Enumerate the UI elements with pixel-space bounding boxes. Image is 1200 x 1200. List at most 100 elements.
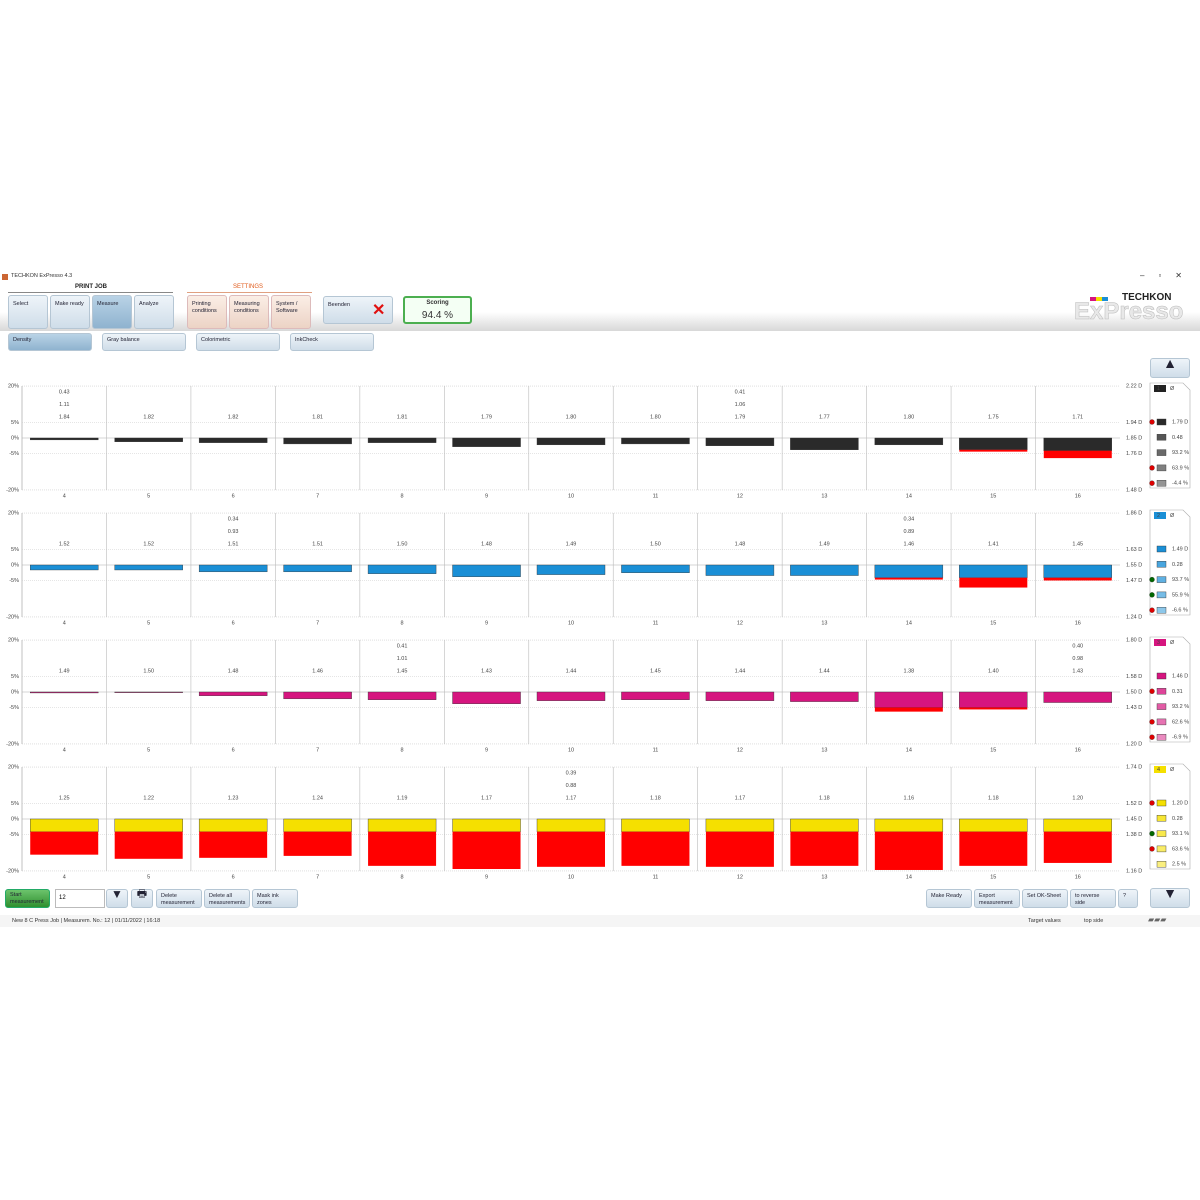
bar xyxy=(114,564,183,571)
bar-excess xyxy=(874,707,943,712)
zone-label: 6 xyxy=(232,620,235,626)
right-tick-label: 2.22 D xyxy=(1126,384,1142,390)
tab[interactable]: Gray balance xyxy=(102,333,186,351)
action-button[interactable]: Delete measurement xyxy=(156,889,202,908)
value-label: 1.48 xyxy=(735,541,746,547)
settings-button[interactable]: System / Software xyxy=(271,295,311,329)
status-dot xyxy=(1149,734,1155,740)
channel-number: 4 xyxy=(1157,767,1160,773)
settings-label: SETTINGS xyxy=(233,284,264,290)
bar-excess xyxy=(114,831,183,859)
bar xyxy=(367,691,437,700)
y-tick-label: 20% xyxy=(8,511,19,517)
dropdown-button[interactable]: ▼ xyxy=(106,888,128,908)
bar xyxy=(1043,564,1112,578)
bar-excess xyxy=(1043,831,1112,863)
toolbar-button[interactable]: Make ready xyxy=(50,295,90,329)
exit-button[interactable]: Beenden xyxy=(323,296,393,324)
value-label: 1.40 xyxy=(988,668,999,674)
scroll-up[interactable]: ▲ xyxy=(1150,356,1190,378)
bar-excess xyxy=(705,831,774,867)
y-tick-label: -20% xyxy=(6,741,19,747)
bar-excess xyxy=(283,831,352,856)
tab[interactable]: Colorimetric xyxy=(196,333,280,351)
bar xyxy=(198,437,268,443)
value-label: 1.11 xyxy=(59,402,69,408)
right-tick-label: 1.24 D xyxy=(1126,614,1142,620)
right-tick-label: 1.48 D xyxy=(1126,487,1142,493)
value-label: 1.24 xyxy=(312,795,323,801)
action-button[interactable]: Make Ready xyxy=(926,889,972,908)
status-dot xyxy=(1149,607,1155,613)
legend-value: 2.5 % xyxy=(1172,862,1186,868)
legend-swatch xyxy=(1156,591,1167,599)
y-tick-label: 20% xyxy=(8,638,19,644)
y-tick-label: -20% xyxy=(6,614,19,620)
zone-label: 12 xyxy=(737,874,743,880)
zone-label: 13 xyxy=(821,493,827,499)
channel-symbol: Ø xyxy=(1170,767,1175,773)
bar xyxy=(452,564,521,577)
bar xyxy=(790,691,859,702)
tab[interactable]: Density xyxy=(8,333,92,351)
bar xyxy=(536,564,606,575)
settings-button[interactable]: Printing conditions xyxy=(187,295,227,329)
bar xyxy=(959,691,1028,708)
action-button[interactable]: Set OK-Sheet xyxy=(1022,889,1068,908)
value-label: 1.25 xyxy=(59,795,70,801)
print-button[interactable]: 🖶 xyxy=(131,889,153,908)
zone-label: 5 xyxy=(147,874,150,880)
right-tick-label: 1.20 D xyxy=(1126,741,1142,747)
bar-excess xyxy=(959,707,1028,710)
bar xyxy=(959,437,1028,450)
legend-swatch xyxy=(1156,576,1167,583)
settings-button[interactable]: Measuring conditions xyxy=(229,295,269,329)
window-controls[interactable]: –▫✕ xyxy=(1140,271,1196,280)
zone-label: 15 xyxy=(990,620,996,626)
bar-excess xyxy=(959,831,1028,866)
zone-label: 13 xyxy=(821,620,827,626)
tab[interactable]: InkCheck xyxy=(290,333,374,351)
action-button[interactable]: Export measurement xyxy=(974,889,1020,908)
zone-label: 7 xyxy=(316,620,319,626)
value-label: 1.50 xyxy=(650,541,661,547)
measurement-input[interactable]: 12 xyxy=(55,889,105,908)
value-label: 1.80 xyxy=(903,414,914,420)
bar xyxy=(621,818,690,832)
right-tick-label: 1.85 D xyxy=(1126,435,1142,441)
action-button[interactable]: Delete all measurements xyxy=(204,889,250,908)
action-button[interactable]: to reverse side xyxy=(1070,889,1116,908)
legend-value: 1.49 D xyxy=(1172,546,1188,552)
bar xyxy=(1043,818,1112,832)
scroll-down[interactable]: ▼ xyxy=(1150,886,1190,908)
toolbar-button[interactable]: Select xyxy=(8,295,48,329)
bar xyxy=(705,818,775,832)
legend-value: 93.7 % xyxy=(1172,577,1189,583)
action-button[interactable]: ? xyxy=(1118,889,1138,908)
start-button[interactable]: Start measurement xyxy=(5,889,50,908)
y-tick-label: -5% xyxy=(9,832,19,838)
toolbar-button[interactable]: Analyze xyxy=(134,295,174,329)
value-label: 1.06 xyxy=(735,402,746,408)
toolbar-button[interactable]: Measure xyxy=(92,295,132,329)
y-tick-label: 5% xyxy=(11,547,19,553)
legend-swatch xyxy=(1156,561,1167,568)
value-label: 1.49 xyxy=(819,541,830,547)
legend-value: 0.28 xyxy=(1172,562,1183,568)
action-button[interactable]: Mask ink zones xyxy=(252,889,298,908)
value-label: 1.52 xyxy=(59,541,70,547)
value-label: 1.46 xyxy=(312,668,323,674)
bar xyxy=(30,691,99,694)
legend-value: 93.2 % xyxy=(1172,450,1189,456)
logo-product: ExPresso xyxy=(1074,298,1184,326)
y-tick-label: -5% xyxy=(9,451,19,457)
bar xyxy=(283,691,352,700)
bar xyxy=(959,564,1028,578)
zone-label: 6 xyxy=(232,493,235,499)
bar xyxy=(114,437,183,442)
zone-label: 12 xyxy=(737,493,743,499)
value-label: 0.41 xyxy=(397,643,408,649)
status-dot xyxy=(1149,592,1155,598)
legend-value: 1.20 D xyxy=(1172,800,1188,806)
right-tick-label: 1.58 D xyxy=(1126,674,1142,680)
